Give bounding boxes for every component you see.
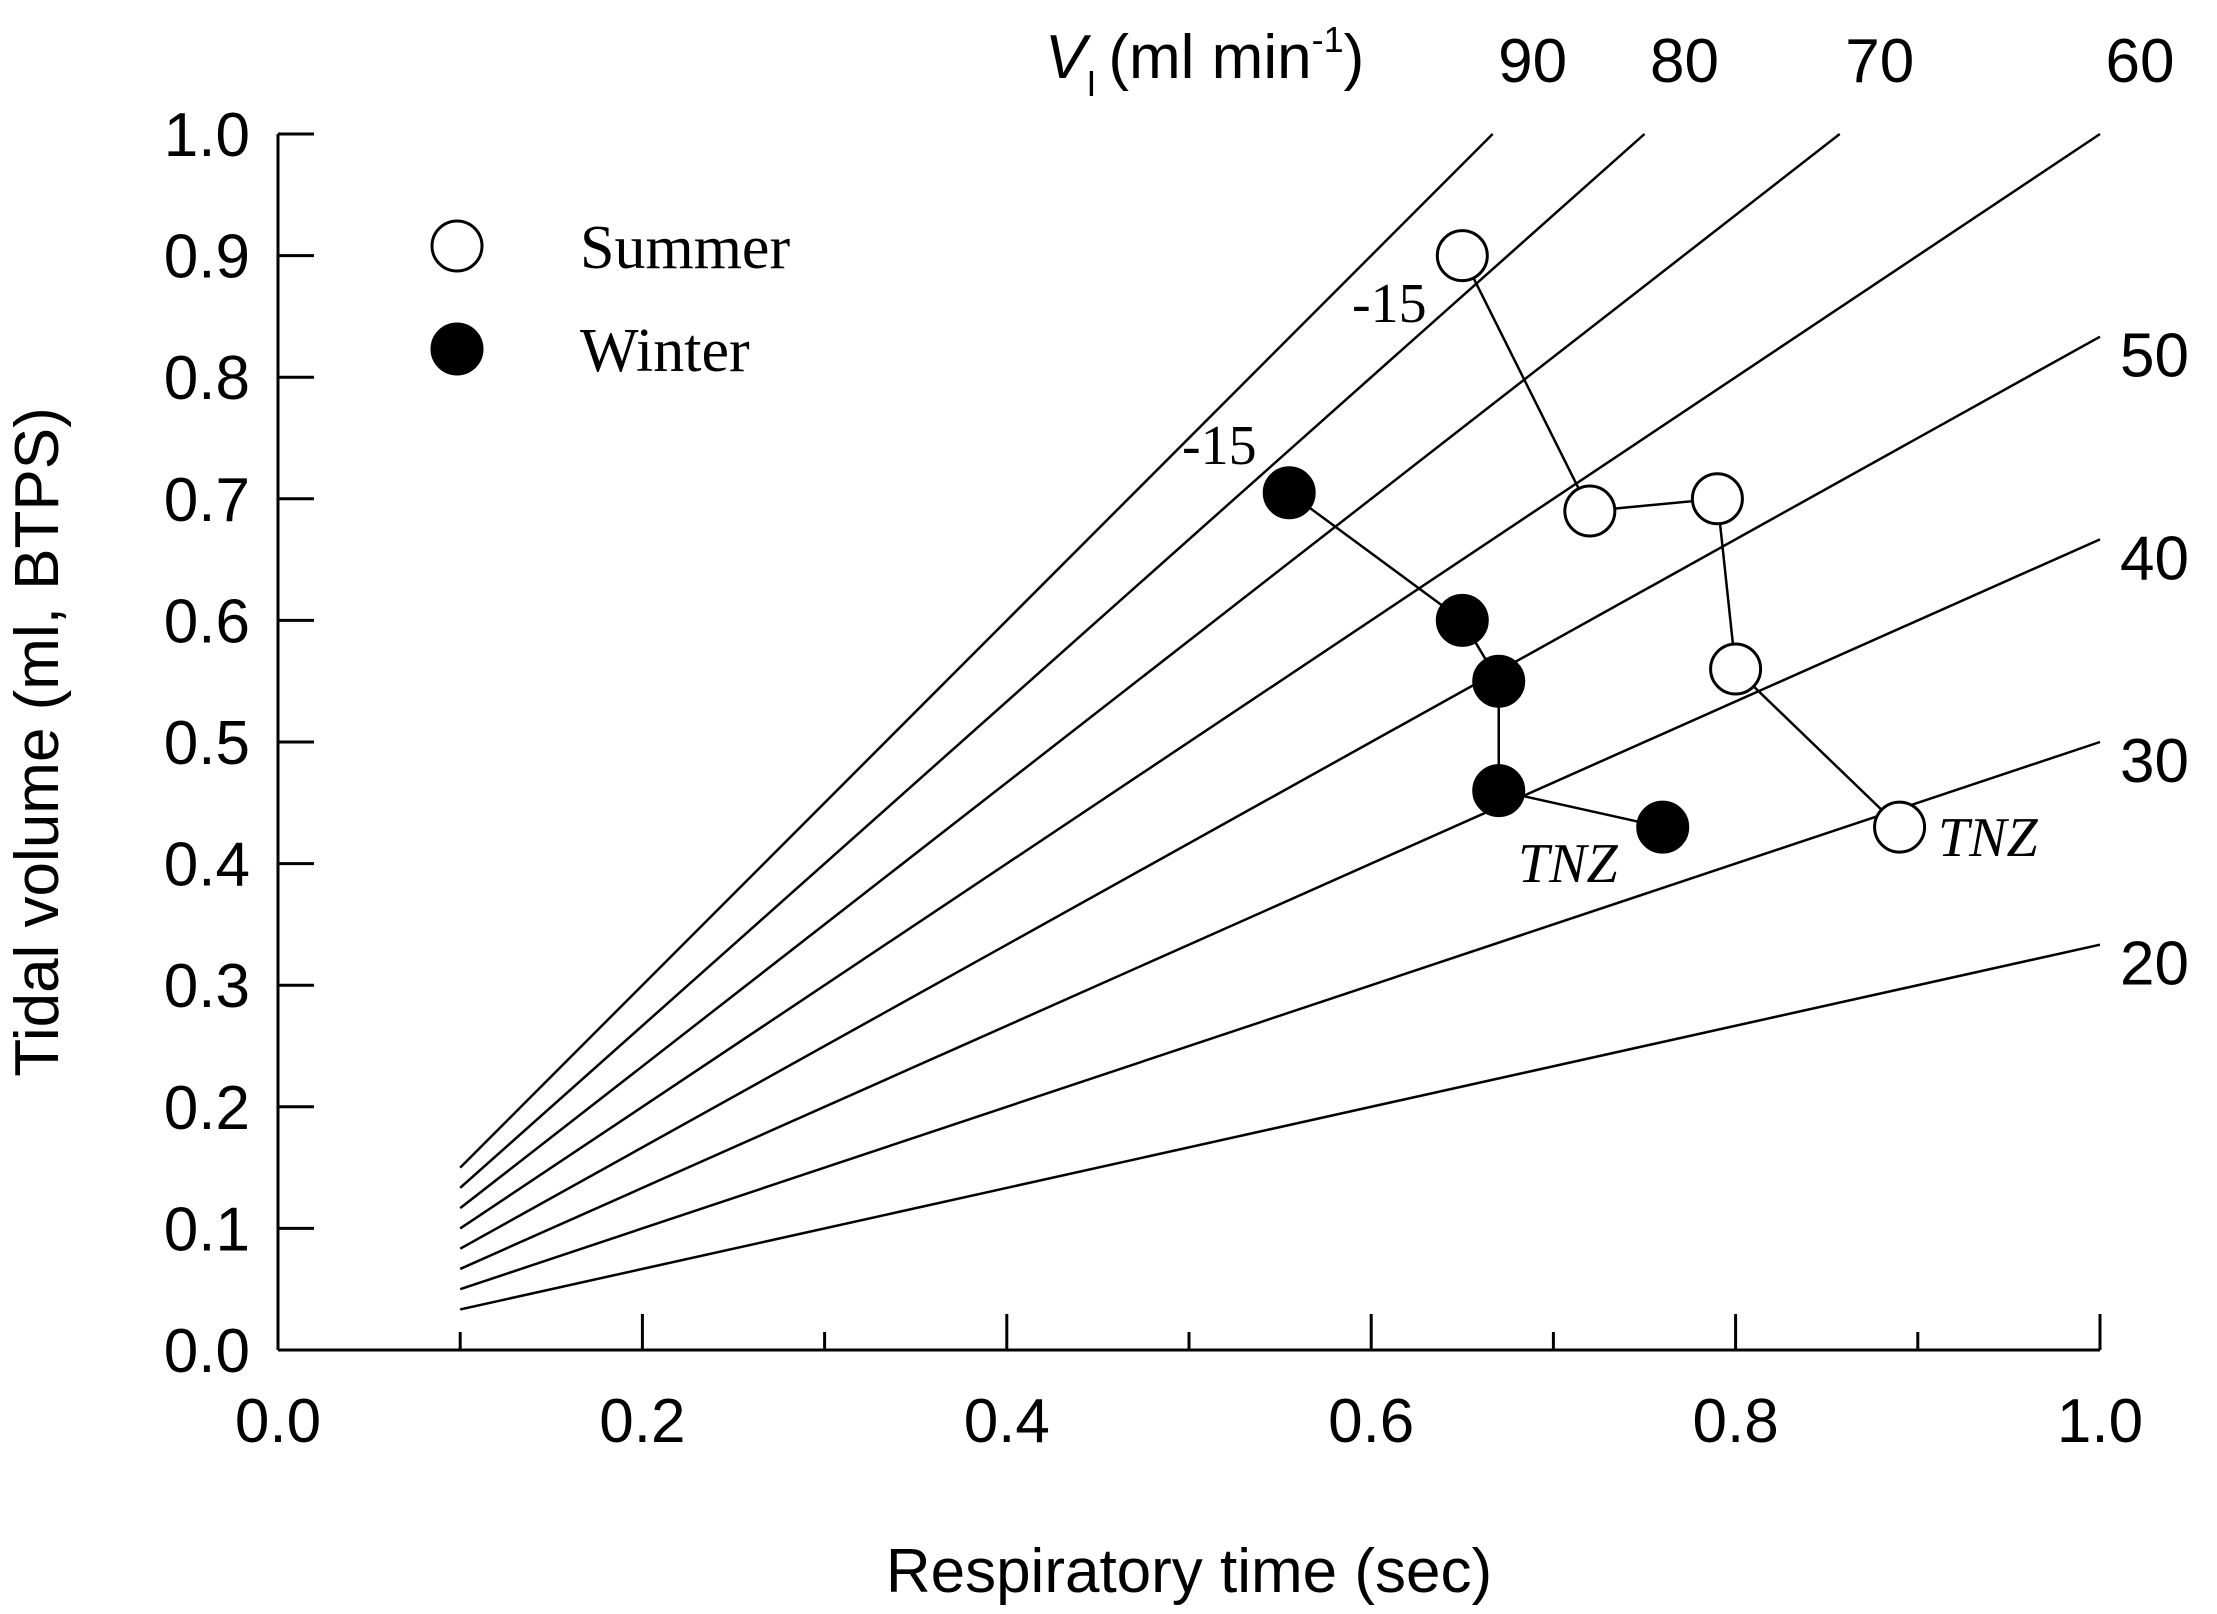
y-tick-label: 0.4: [164, 831, 250, 900]
isopleth-line-30: [459, 740, 2101, 1291]
isopleth-line-60: [459, 132, 2101, 1230]
isopleth-lines: [459, 132, 2101, 1311]
legend: Summer Winter: [430, 214, 790, 385]
x-axis-title: Respiratory time (sec): [886, 1537, 1492, 1606]
point-winter-4: [1636, 800, 1690, 854]
isopleth-line-70: [459, 133, 1841, 1210]
isopleth-line-40: [459, 538, 2101, 1271]
iso-header-subscript: I: [1086, 63, 1096, 104]
annotation-summer-start: -15: [1352, 273, 1427, 335]
annotation-summer-end: TNZ: [1938, 807, 2038, 869]
x-tick-label: 0.4: [964, 1387, 1050, 1456]
data-series: [1262, 229, 1927, 854]
point-summer-2: [1690, 472, 1744, 526]
point-summer-4: [1873, 800, 1927, 854]
y-tick-label: 0.3: [164, 952, 250, 1021]
y-tick-label: 0.9: [164, 223, 250, 292]
y-ticks: 0.0 0.1 0.2 0.3 0.4 0.5 0.6 0.7 0.8 0.9 1.0: [164, 101, 314, 1386]
isopleth-label-80: 80: [1650, 27, 1719, 96]
point-winter-3: [1472, 764, 1526, 818]
x-tick-label: 0.2: [599, 1387, 685, 1456]
y-tick-label: 0.8: [164, 344, 250, 413]
isopleth-label-30: 30: [2120, 727, 2189, 796]
series-line-winter: [1288, 491, 1663, 829]
point-winter-0: [1262, 466, 1316, 520]
isopleth-label-90: 90: [1498, 27, 1567, 96]
isopleth-line-90: [459, 133, 1494, 1169]
point-winter-1: [1435, 593, 1489, 647]
point-summer-1: [1563, 484, 1617, 538]
x-tick-label: 0.6: [1328, 1387, 1414, 1456]
iso-header-unit-exp: -1: [1312, 19, 1344, 60]
isopleth-label-50: 50: [2120, 322, 2189, 391]
y-axis-title: Tidal volume (ml, BTPS): [3, 407, 72, 1077]
point-summer-3: [1709, 642, 1763, 696]
series-line-summer: [1461, 255, 1901, 829]
iso-header-unit-open: (ml min: [1108, 23, 1311, 92]
isopleth-line-80: [459, 133, 1646, 1189]
isopleth-label-70: 70: [1845, 27, 1914, 96]
isopleth-label-20: 20: [2120, 930, 2189, 999]
x-tick-label: 1.0: [2057, 1387, 2143, 1456]
annotation-winter-end: TNZ: [1518, 833, 1618, 895]
x-ticks: 0.0 0.2 0.4 0.6 0.8 1.0: [235, 1314, 2143, 1456]
y-tick-label: 0.2: [164, 1074, 250, 1143]
y-tick-label: 0.1: [164, 1195, 250, 1264]
y-tick-label: 0.5: [164, 709, 250, 778]
annotation-winter-start: -15: [1182, 415, 1257, 477]
point-winter-2: [1472, 654, 1526, 708]
x-tick-label: 0.0: [235, 1387, 321, 1456]
legend-label-summer: Summer: [580, 214, 790, 282]
y-tick-label: 0.6: [164, 587, 250, 656]
y-tick-label: 0.7: [164, 466, 250, 535]
y-tick-label: 0.0: [164, 1317, 250, 1386]
isopleth-line-20: [459, 943, 2101, 1311]
y-tick-label: 1.0: [164, 101, 250, 170]
isopleth-label-60: 60: [2106, 27, 2175, 96]
isopleth-line-50: [459, 335, 2101, 1250]
isopleth-labels: 90 80 70 60 50 40 30 20: [1498, 27, 2189, 999]
iso-header-unit-close: ): [1344, 23, 1365, 92]
point-summer-0: [1435, 229, 1489, 283]
isopleth-label-40: 40: [2120, 524, 2189, 593]
legend-marker-summer: [430, 219, 484, 273]
x-tick-label: 0.8: [1692, 1387, 1778, 1456]
legend-label-winter: Winter: [580, 317, 750, 385]
legend-marker-winter: [430, 322, 484, 376]
isopleth-header: VI (ml min-1): [1045, 19, 1364, 104]
iso-header-symbol: V: [1045, 23, 1092, 92]
